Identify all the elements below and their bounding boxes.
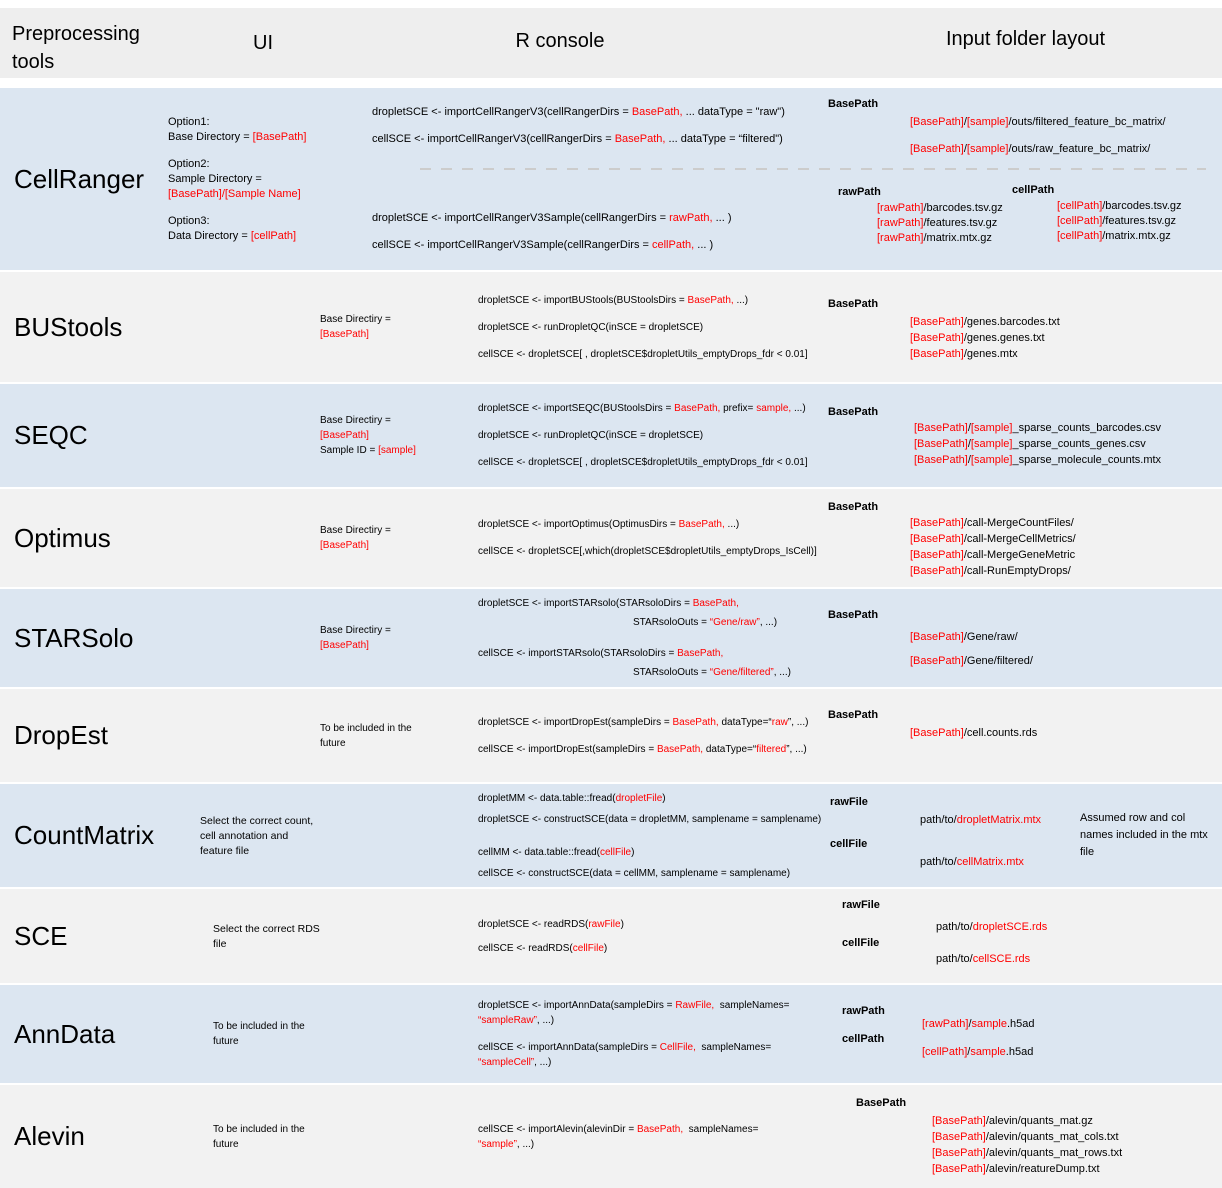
seqc-input-paths: [BasePath] / [sample] _sparse_counts_barcod… [914,422,1162,466]
countmatrix-input: rawFile path/to/dropletMatrix.mtx cellFi… [822,784,1220,887]
dropest-console: dropletSCE <- importDropEst(sampleDirs =… [478,716,809,755]
seqc-name: SEQC [14,420,88,450]
cellranger-input-basepath-paths: [BasePath] / [sample]/outs/filtered_featur… [910,115,1166,155]
sce-input-rawfile-path: path/to/dropletSCE.rds [936,920,1048,933]
optimus-input-label-basepath: BasePath [828,501,879,513]
optimus-input: BasePath [BasePath]/call-MergeCountFiles… [822,489,1220,587]
bustools-input: BasePath [BasePath]/genes.barcodes.txt [B… [822,272,1220,382]
sce-ui: Select the correct RDS file [213,922,320,950]
sce-name: SCE [14,920,68,951]
starsolo-input-paths: [BasePath]/Gene/raw/[BasePath]/Gene/filt… [910,631,1033,667]
seqc-input-label-basepath: BasePath [828,406,879,418]
row-bustools: BUStools Base Directiry = [BasePath] drop… [0,272,1222,382]
optimus-name: Optimus [14,522,111,553]
starsolo-ui: Base Directiry = [BasePath] [320,625,391,651]
sce-input-label-cellfile: cellFile [842,937,880,949]
optimus-input-paths: [BasePath]/call-MergeCountFiles/[BasePat… [910,517,1076,577]
countmatrix-input-note: Assumed row and col names included in th… [1080,812,1208,858]
dropest-input-paths: [BasePath]/cell.counts.rds [910,727,1038,739]
alevin-input-paths: [BasePath]/alevin/quants_mat.gz [BasePath… [932,1115,1123,1175]
starsolo-input: BasePath [BasePath]/Gene/raw/[BasePath] /… [822,589,1220,687]
row-starsolo: STARSolo Base Directiry = [BasePath] drop… [0,589,1222,687]
sce-console: dropletSCE <- readRDS(rawFile) cellSCE <-… [478,918,624,954]
row-anndata: AnnData To be included in the future drop… [0,985,1222,1083]
countmatrix-ui: Select the correct count, cell annotation… [200,814,314,857]
alevin-input-label-basepath: BasePath [856,1097,907,1109]
countmatrix-input-rawfile-path: path/to/dropletMatrix.mtx [920,813,1042,826]
row-seqc: SEQC Base Directiry = [BasePath] Sample ID… [0,384,1222,487]
anndata-console: dropletSCE <- importAnnData(sampleDirs =… [478,1000,790,1068]
cellranger-console-top: dropletSCE <- importCellRangerV3(cellRan… [372,105,785,145]
dropest-input: BasePath [BasePath]/cell.counts.rds [822,689,1220,782]
alevin-input: BasePath [BasePath]/alevin/quants_mat.gz… [822,1085,1220,1188]
row-cellranger: CellRanger Option1: Base Directory = [Bas… [0,88,1222,270]
seqc-ui: Base Directiry = [BasePath] Sample ID = [s… [320,415,416,456]
row-sce: SCE Select the correct RDS file dropletSC… [0,889,1222,983]
dropest-ui: To be included in the future [320,722,412,749]
col-header-r-console: R console [515,30,605,52]
anndata-input-rawpath-file: [rawPath] / sample .h5ad [922,1017,1035,1030]
cellranger-input: BasePath [BasePath] / [sample]/outs/filter… [822,88,1220,270]
col-header-preprocessing-tools: Preprocessing tools [12,23,140,73]
sce-input-label-rawfile: rawFile [842,899,880,911]
optimus-console: dropletSCE <- importOptimus(OptimusDirs … [478,519,817,557]
seqc-input: BasePath [BasePath] / [sample] _sparse_coun… [822,384,1220,487]
cellranger-input-rawpath-files: [rawPath]/barcodes.tsv.gz [rawPath]/featu… [877,201,1003,244]
bustools-input-label-basepath: BasePath [828,298,879,310]
countmatrix-input-label-rawfile: rawFile [830,796,868,808]
bustools-input-paths: [BasePath]/genes.barcodes.txt [BasePath] /… [910,316,1060,360]
col-header-input-folder-layout: Input folder layout [946,28,1105,50]
dropest-name: DropEst [14,720,108,750]
cellranger-input-label-basepath: BasePath [828,98,879,110]
countmatrix-console: dropletMM <- data.table::fread(dropletFi… [478,792,822,879]
anndata-input-label-rawpath: rawPath [842,1005,885,1017]
cellranger-name: CellRanger [14,163,145,194]
starsolo-input-label-basepath: BasePath [828,609,879,621]
sce-input-cellfile-path: path/to/cellSCE.rds [936,952,1031,965]
optimus-ui: Base Directiry = [BasePath] [320,525,391,551]
dashed-divider [420,168,1206,170]
anndata-name: AnnData [14,1018,116,1049]
row-countmatrix: CountMatrix Select the correct count, cel… [0,784,1222,887]
cellranger-console-bottom: dropletSCE <- importCellRangerV3Sample(c… [372,211,732,251]
countmatrix-input-cellfile-path: path/to/cellMatrix.mtx [920,855,1024,868]
anndata-ui: To be included in the future [213,1021,305,1047]
countmatrix-input-label-cellfile: cellFile [830,838,868,850]
seqc-console: dropletSCE <- importSEQC(BUStoolsDirs = … [478,403,808,468]
col-header-ui: UI [253,32,273,54]
bustools-ui: Base Directiry = [BasePath] [320,314,391,340]
cellranger-input-label-rawpath: rawPath [838,186,881,198]
dropest-input-label-basepath: BasePath [828,709,879,721]
table-header-band [0,8,1222,78]
cellranger-input-label-cellpath: cellPath [1012,184,1055,196]
row-optimus: Optimus Base Directiry = [BasePath] dropl… [0,489,1222,587]
starsolo-name: STARSolo [14,622,134,653]
row-alevin: Alevin To be included in the future cellS… [0,1085,1222,1188]
starsolo-console: dropletSCE <- importSTARsolo(STARsoloDir… [478,598,791,678]
alevin-name: Alevin [14,1121,85,1151]
cellranger-input-cellpath-files: [cellPath]/barcodes.tsv.gz [cellPath]/fea… [1057,199,1182,242]
sce-input: rawFile path/to/dropletSCE.rds cellFile … [822,889,1220,983]
alevin-ui: To be included in the future [213,1123,305,1150]
anndata-input-label-cellpath: cellPath [842,1033,885,1045]
bustools-console: dropletSCE <- importBUStools(BUStoolsDir… [478,294,808,360]
bustools-name: BUStools [14,311,123,342]
cellranger-ui: Option1: Base Directory = [BasePath] Optio… [168,116,307,242]
anndata-input: rawPath [rawPath] / sample .h5ad cellPath [… [822,985,1220,1083]
countmatrix-name: CountMatrix [14,820,155,850]
anndata-input-cellpath-file: [cellPath] / sample .h5ad [922,1045,1034,1058]
row-dropest: DropEst To be included in the future drop… [0,689,1222,782]
alevin-console: cellSCE <- importAlevin(alevinDir = Base… [478,1123,759,1150]
